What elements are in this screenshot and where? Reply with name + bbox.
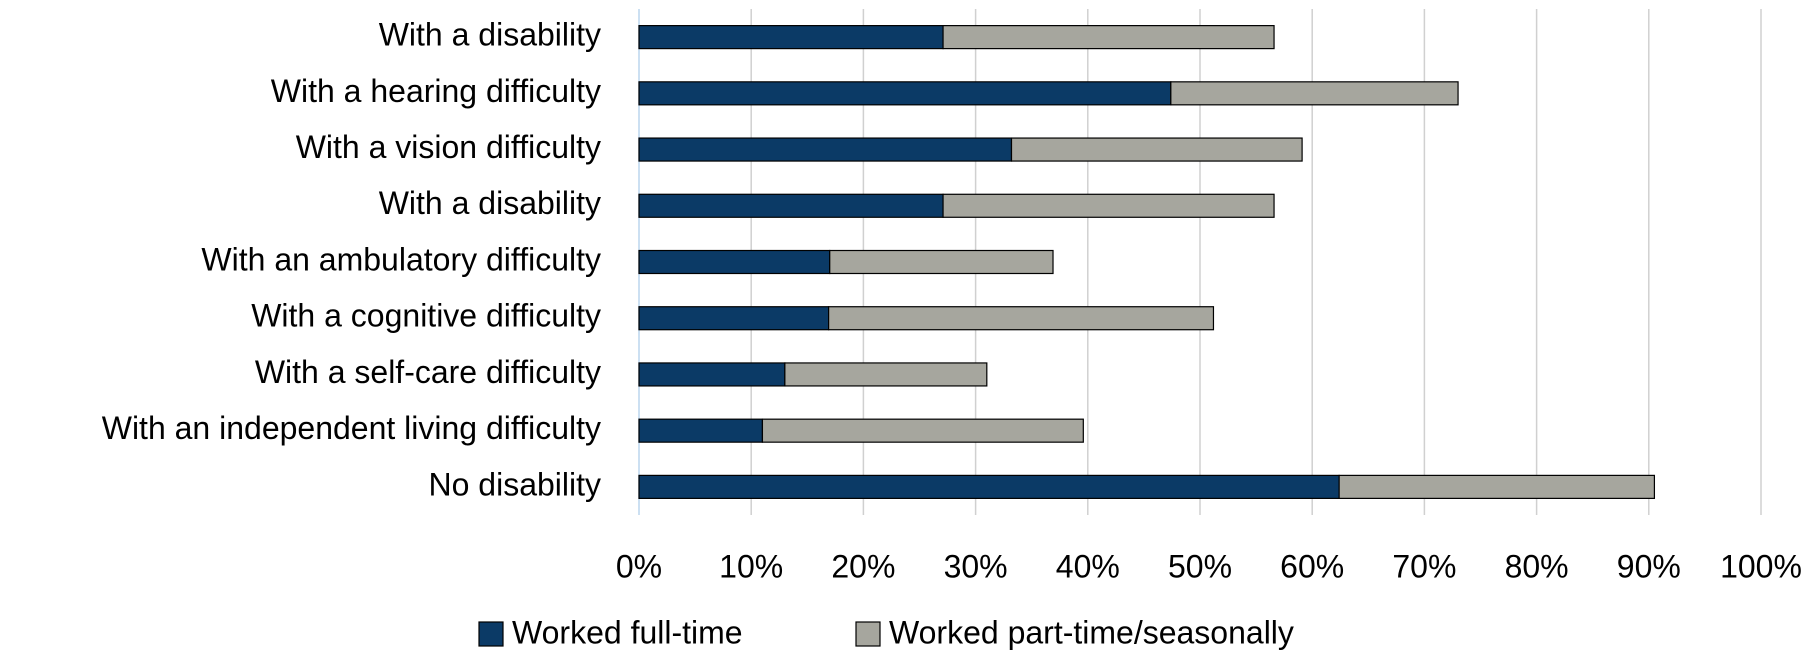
x-tick-label: 50%: [1168, 548, 1232, 584]
x-tick-label: 10%: [719, 548, 783, 584]
y-tick-label: With a cognitive difficulty: [251, 298, 601, 334]
bar: [638, 474, 1340, 499]
bar: [1010, 137, 1303, 162]
bar: [942, 193, 1275, 218]
x-tick-label: 90%: [1617, 548, 1681, 584]
bar: [638, 81, 1172, 106]
y-tick-label: With a disability: [379, 185, 601, 221]
bar: [761, 418, 1084, 443]
x-tick-label: 0%: [616, 548, 662, 584]
bar: [638, 137, 1013, 162]
x-tick-label: 100%: [1720, 548, 1802, 584]
bar: [638, 249, 831, 275]
legend-swatch: [855, 621, 881, 647]
x-tick-label: 20%: [831, 548, 895, 584]
x-tick-label: 40%: [1056, 548, 1120, 584]
legend-label: Worked part-time/seasonally: [889, 614, 1294, 650]
bar: [638, 418, 764, 443]
bar: [784, 362, 988, 387]
legend-label: Worked full-time: [512, 614, 743, 650]
bar: [638, 362, 786, 387]
bar: [638, 306, 830, 331]
y-tick-label: With a self-care difficulty: [255, 354, 601, 390]
x-tick-label: 30%: [944, 548, 1008, 584]
legend-swatch: [478, 621, 504, 647]
x-tick-label: 80%: [1505, 548, 1569, 584]
y-tick-label: With a vision difficulty: [296, 129, 601, 165]
y-tick-label: With an ambulatory difficulty: [201, 241, 601, 277]
bar: [1338, 474, 1656, 499]
bar: [829, 249, 1054, 275]
bar: [828, 306, 1215, 331]
y-tick-label: With a hearing difficulty: [271, 73, 601, 109]
y-tick-label: With a disability: [379, 17, 601, 53]
bar: [1170, 81, 1459, 106]
x-tick-label: 70%: [1392, 548, 1456, 584]
bar: [942, 25, 1275, 50]
x-tick-label: 60%: [1280, 548, 1344, 584]
bar: [638, 193, 944, 218]
y-tick-label: No disability: [428, 466, 601, 502]
y-tick-label: With an independent living difficulty: [102, 410, 601, 446]
bar: [638, 25, 944, 50]
